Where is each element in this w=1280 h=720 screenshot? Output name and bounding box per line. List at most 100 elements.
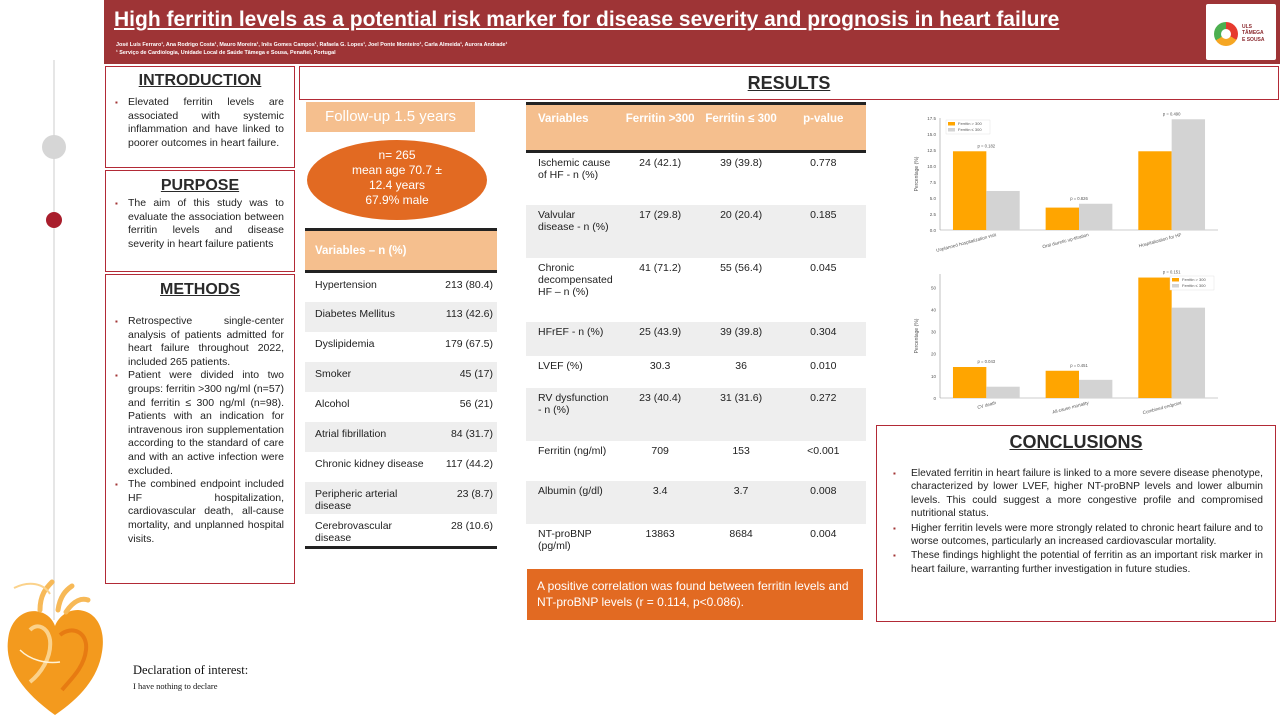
legend-box (945, 119, 991, 135)
conclusion-bullet: Elevated ferritin in heart failure is li… (877, 467, 1275, 521)
table-row: Albumin (g/dl) 3.4 3.7 0.008 (526, 480, 866, 524)
table-row: Ischemic cause of HF - n (%) 24 (42.1) 39 … (526, 152, 866, 205)
row-value: 39 (39.8) (720, 157, 763, 169)
methods-bullet: Retrospective single-center analysis of … (106, 315, 294, 369)
row-value: 0.778 (810, 157, 837, 169)
conclusion-bullet: Higher ferritin levels were more strongl… (877, 522, 1275, 549)
introduction-heading: INTRODUCTION (138, 72, 262, 89)
table-row: Diabetes Mellitus 113 (42.6) (305, 301, 497, 332)
introduction-bullet: Elevated ferritin levels are associated … (106, 96, 294, 150)
row-label: Valvular disease - n (%) (526, 204, 619, 258)
row-value: 179 (67.5) (445, 337, 493, 350)
row-value: 31 (31.6) (701, 387, 781, 441)
row-label: Dyslipidemia (315, 337, 375, 350)
legend-swatch (948, 128, 955, 132)
outcomes-bar-chart-1: 0.0 2.5 5.0 7.5 10.0 12.5 15.0 17.5 Percentage (… (900, 102, 1230, 272)
row-label: Hypertension (315, 279, 377, 291)
table-row: Ferritin (ng/ml) 709 153 <0.001 (526, 441, 866, 481)
bar-ferritin-high (1045, 207, 1079, 230)
row-value: 3.4 (618, 480, 702, 524)
logo-text: ULS TÂMEGA E SOUSA (1242, 24, 1265, 43)
column-header: p-value (780, 102, 866, 153)
y-axis-label: Percentage (%) (914, 318, 920, 353)
conclusions-section: CONCLUSIONS Elevated ferritin in heart f… (876, 425, 1276, 622)
table-row: RV dysfunction - n (%) 23 (40.4) 31 (31.6)… (526, 387, 866, 441)
purpose-bullet: The aim of this study was to evaluate th… (106, 197, 294, 251)
row-value: 55 (56.4) (720, 261, 763, 274)
row-value: 153 (732, 444, 750, 457)
row-label: Peripheric arterial disease (305, 481, 436, 514)
row-label: NT-proBNP (pg/ml) (538, 527, 592, 552)
bar-ferritin-low (986, 190, 1020, 230)
bar-ferritin-low (1171, 119, 1206, 230)
legend-swatch (1172, 278, 1179, 282)
row-value: 41 (71.2) (639, 261, 682, 274)
row-value: 17 (29.8) (618, 204, 702, 258)
legend-label: Ferritin ≤ 300 (958, 127, 982, 132)
table-row: Smoker 45 (17) (305, 361, 497, 392)
heart-illustration-icon (7, 579, 103, 715)
bar-ferritin-high (952, 367, 987, 398)
y-tick-label: 40 (931, 307, 937, 312)
row-label: Alcohol (315, 397, 350, 410)
row-value: 113 (42.6) (435, 301, 497, 332)
uls-logo-icon (1214, 22, 1238, 46)
y-tick-label: 50 (931, 285, 937, 290)
results-section: RESULTS (299, 66, 1279, 100)
row-label: Atrial fibrillation (305, 421, 436, 452)
conclusions-heading: CONCLUSIONS (1009, 432, 1143, 452)
p-value-annotation: p = 0.182 (978, 143, 996, 148)
p-value-annotation: p = 0.826 (1070, 196, 1088, 201)
bar-ferritin-low (1079, 379, 1113, 398)
x-tick-label: Unplanned hospitalization visit (936, 232, 998, 253)
table-row: Dyslipidemia 179 (67.5) (305, 332, 497, 362)
bar-ferritin-high (1045, 370, 1079, 398)
y-tick-label: 12.5 (927, 148, 936, 153)
row-value: 0.010 (810, 359, 837, 372)
row-value: 24 (42.1) (639, 157, 682, 169)
poster-title: High ferritin levels as a potential risk… (114, 8, 1060, 31)
y-tick-label: 0.0 (930, 228, 937, 233)
table-row: Alcohol 56 (21) (305, 392, 497, 422)
p-value-annotation: p = 0.043 (978, 359, 996, 364)
left-rail (0, 0, 103, 720)
row-value: 84 (31.7) (435, 421, 497, 452)
row-label: Diabetes Mellitus (305, 301, 436, 332)
header-bar: High ferritin levels as a potential risk… (104, 0, 1280, 64)
row-label: Chronic kidney disease (315, 457, 424, 470)
methods-section: METHODS Retrospective single-center anal… (105, 274, 295, 584)
table-row: HFrEF - n (%) 25 (43.9) 39 (39.8) 0.304 (526, 321, 866, 356)
column-header: Variables (526, 102, 619, 153)
row-value: 3.7 (701, 480, 781, 524)
row-value: 213 (80.4) (445, 279, 493, 291)
y-tick-label: 10.0 (927, 164, 936, 169)
row-label: Albumin (g/dl) (526, 480, 619, 524)
row-value: 0.272 (780, 387, 866, 441)
row-value: 20 (20.4) (701, 204, 781, 258)
row-value: 39 (39.8) (701, 321, 781, 356)
institution-logo: ULS TÂMEGA E SOUSA (1206, 4, 1276, 60)
affiliation: ¹ Serviço de Cardiologia, Unidade Local … (116, 50, 336, 56)
row-value: 0.304 (780, 321, 866, 356)
correlation-note: A positive correlation was found between… (527, 569, 863, 620)
p-value-annotation: p = 0.490 (1163, 111, 1181, 116)
y-tick-label: 17.5 (927, 116, 936, 121)
y-tick-label: 2.5 (930, 212, 937, 217)
ferritin-comparison-table: Variables Ferritin >300 Ferritin ≤ 300 p-va… (526, 102, 866, 564)
row-label: Ischemic cause of HF - n (%) (538, 157, 611, 181)
row-value: 45 (17) (435, 361, 497, 392)
table-row: Peripheric arterial disease 23 (8.7) (305, 481, 497, 514)
bar-ferritin-low (986, 386, 1020, 398)
y-tick-label: 5.0 (930, 196, 937, 201)
row-label: Cerebrovascular disease (305, 513, 436, 549)
followup-badge: Follow-up 1.5 years (306, 102, 475, 132)
legend-label: Ferritin > 300 (1182, 277, 1206, 282)
timeline-dot-red (46, 212, 62, 228)
p-value-annotation: p = 0.451 (1070, 363, 1088, 368)
row-value: 709 (651, 444, 669, 457)
rail-line (53, 60, 55, 620)
x-tick-label: Hospitalization for HF (1138, 232, 1182, 248)
y-tick-label: 15.0 (927, 132, 936, 137)
bar-ferritin-high (1138, 151, 1172, 230)
